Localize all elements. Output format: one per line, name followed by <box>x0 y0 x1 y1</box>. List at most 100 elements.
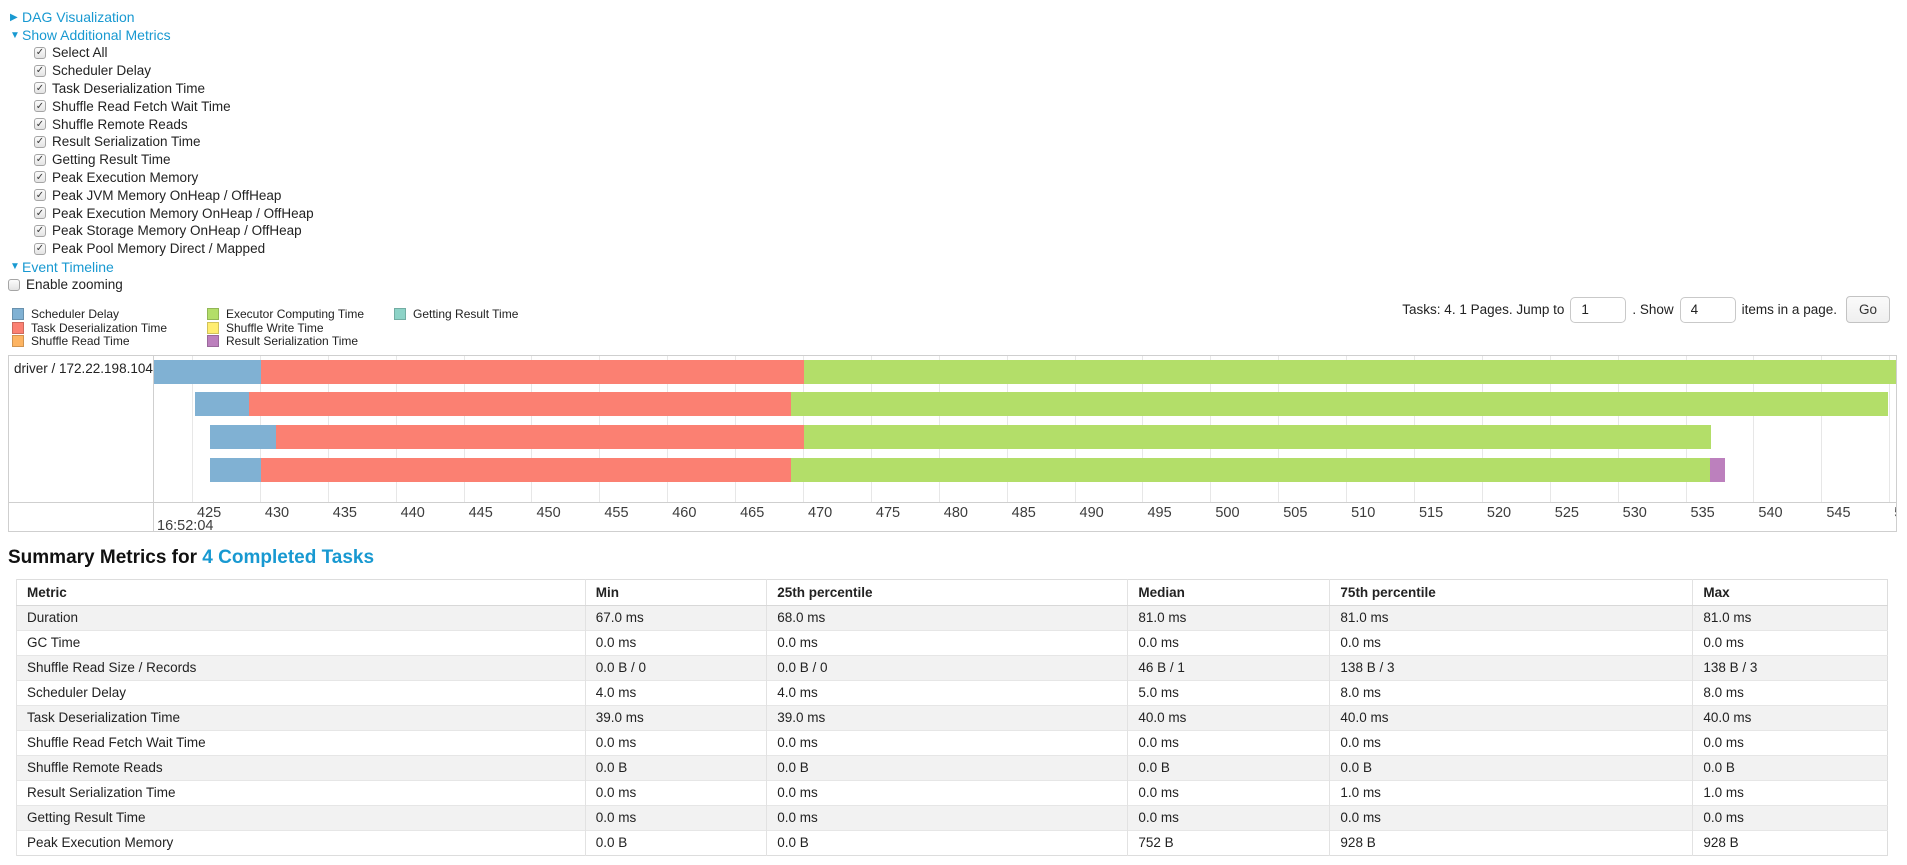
legend-swatch-icon <box>207 321 219 334</box>
metric-value-cell: 0.0 B <box>584 829 767 856</box>
dag-visualization-label: DAG Visualization <box>22 9 135 25</box>
task-bar-segment[interactable] <box>209 424 277 449</box>
show-additional-metrics-label: Show Additional Metrics <box>22 27 171 43</box>
task-bar-segment[interactable] <box>804 359 1896 384</box>
axis-tick-label: 495 <box>1147 504 1172 521</box>
axis-label-spacer <box>9 501 154 531</box>
metric-checkbox-row: ✓ Peak Storage Memory OnHeap / OffHeap <box>34 222 1897 240</box>
metric-checkbox[interactable]: ✓ <box>34 100 46 113</box>
metric-value-cell: 0.0 ms <box>1329 804 1693 831</box>
timeline-gridline <box>1753 355 1755 502</box>
metric-checkbox[interactable]: ✓ <box>34 82 46 95</box>
metric-value-cell: 1.0 ms <box>1329 779 1693 806</box>
legend-swatch-icon <box>207 335 219 348</box>
task-bar-segment[interactable] <box>261 359 805 384</box>
metric-value-cell: 8.0 ms <box>1692 679 1888 706</box>
executor-group-label: driver / 172.22.198.104 <box>9 355 154 502</box>
metric-value-cell: 0.0 B <box>584 754 767 781</box>
task-bar-segment[interactable] <box>790 457 1710 482</box>
metric-checkbox-label: Task Deserialization Time <box>52 80 206 96</box>
enable-zooming-checkbox[interactable] <box>8 278 20 291</box>
metric-value-cell: 0.0 ms <box>584 804 767 831</box>
legend-swatch-icon <box>12 321 24 334</box>
task-bar-segment[interactable] <box>249 392 791 417</box>
show-additional-metrics-toggle[interactable]: ▼ Show Additional Metrics <box>8 26 1897 44</box>
metric-name-cell: Shuffle Remote Reads <box>16 754 586 781</box>
task-bar-segment[interactable] <box>194 392 250 417</box>
legend-column: Executor Computing Time Shuffle Write Tim… <box>207 307 394 348</box>
metric-name-cell: Result Serialization Time <box>16 779 586 806</box>
task-pagination: Tasks: 4. 1 Pages. Jump to . Show items … <box>1402 296 1890 324</box>
task-bar-segment[interactable] <box>276 424 805 449</box>
items-per-page-input[interactable] <box>1679 296 1736 323</box>
metric-value-cell: 0.0 ms <box>1329 729 1693 756</box>
metric-value-cell: 928 B <box>1329 829 1693 856</box>
axis-tick-label: 545 <box>1826 504 1851 521</box>
metric-checkbox[interactable]: ✓ <box>34 135 46 148</box>
task-bar-segment[interactable] <box>261 457 791 482</box>
axis-tick-label: 460 <box>672 504 697 521</box>
metric-value-cell: 68.0 ms <box>766 604 1128 631</box>
task-bar-segment[interactable] <box>1709 457 1725 482</box>
metric-value-cell: 0.0 ms <box>1329 629 1693 656</box>
legend-swatch-icon <box>207 308 219 321</box>
table-body: Duration 67.0 ms 68.0 ms 81.0 ms 81.0 ms 81.0… <box>16 604 1888 856</box>
table-header-row: Metric Min 25th percentile Median 75th perce… <box>16 579 1888 606</box>
metric-checkbox-row: ✓ Scheduler Delay <box>34 62 1897 80</box>
pagination-mid-text: . Show <box>1632 302 1674 318</box>
completed-tasks-link[interactable]: 4 Completed Tasks <box>202 546 375 568</box>
metric-value-cell: 0.0 B <box>1329 754 1693 781</box>
metric-value-cell: 46 B / 1 <box>1127 654 1330 681</box>
metric-name-cell: GC Time <box>16 629 586 656</box>
legend-column: Getting Result Time <box>394 307 518 349</box>
metric-checkbox-label: Peak Pool Memory Direct / Mapped <box>52 241 266 257</box>
metric-checkbox[interactable]: ✓ <box>34 153 46 166</box>
dag-visualization-toggle[interactable]: ▶ DAG Visualization <box>8 8 1897 26</box>
table-row: Shuffle Read Size / Records 0.0 B / 0 0.0 … <box>16 654 1888 681</box>
legend-item: Task Deserialization Time <box>12 321 207 335</box>
metric-checkbox[interactable]: ✓ <box>34 242 46 255</box>
task-bar-segment[interactable] <box>209 457 262 482</box>
metric-value-cell: 0.0 ms <box>1692 729 1888 756</box>
metrics-checkbox-list: ✓ Select All ✓ Scheduler Delay ✓ Task Deseria… <box>34 44 1897 258</box>
metric-value-cell: 0.0 B / 0 <box>766 654 1128 681</box>
metric-checkbox[interactable]: ✓ <box>34 64 46 77</box>
metric-checkbox[interactable]: ✓ <box>34 189 46 202</box>
table-row: Task Deserialization Time 39.0 ms 39.0 ms 4… <box>16 704 1888 731</box>
table-header-cell: Metric <box>16 579 586 606</box>
metric-checkbox[interactable]: ✓ <box>34 118 46 131</box>
pagination-suffix-text: items in a page. <box>1741 302 1837 318</box>
timeline-legend: Scheduler Delay Task Deserialization Time… <box>12 307 1897 349</box>
metric-checkbox-row: ✓ Task Deserialization Time <box>34 80 1897 98</box>
metric-value-cell: 0.0 ms <box>584 729 767 756</box>
go-button[interactable]: Go <box>1845 296 1890 324</box>
metric-value-cell: 81.0 ms <box>1329 604 1693 631</box>
table-row: Shuffle Read Fetch Wait Time 0.0 ms 0.0 ms… <box>16 729 1888 756</box>
jump-to-page-input[interactable] <box>1570 296 1627 323</box>
task-bar-segment[interactable] <box>790 392 1888 417</box>
metric-checkbox-row: ✓ Peak JVM Memory OnHeap / OffHeap <box>34 186 1897 204</box>
axis-tick-label: 525 <box>1554 504 1579 521</box>
metric-value-cell: 39.0 ms <box>584 704 767 731</box>
metric-name-cell: Peak Execution Memory <box>16 829 586 856</box>
axis-tick-label: 535 <box>1690 504 1715 521</box>
pagination-prefix-text: Tasks: 4. 1 Pages. Jump to <box>1402 302 1565 318</box>
axis-tick-label: 500 <box>1215 504 1240 521</box>
metric-checkbox[interactable]: ✓ <box>34 171 46 184</box>
metric-checkbox[interactable]: ✓ <box>34 46 46 59</box>
metric-value-cell: 5.0 ms <box>1127 679 1330 706</box>
axis-tick-label: 475 <box>875 504 901 521</box>
metric-value-cell: 138 B / 3 <box>1692 654 1888 681</box>
axis-tick-label: 520 <box>1486 504 1512 521</box>
task-bar-segment[interactable] <box>154 359 262 384</box>
axis-tick-label: 490 <box>1079 504 1104 521</box>
metric-checkbox[interactable]: ✓ <box>34 224 46 237</box>
timeline-plot-area <box>154 355 1896 502</box>
axis-tick-label: 425 <box>197 504 222 521</box>
metric-checkbox-row: ✓ Shuffle Read Fetch Wait Time <box>34 97 1897 115</box>
event-timeline-toggle[interactable]: ▼ Event Timeline <box>8 258 1897 276</box>
task-bar-segment[interactable] <box>804 424 1712 449</box>
metric-checkbox[interactable]: ✓ <box>34 207 46 220</box>
metric-checkbox-label: Result Serialization Time <box>52 134 201 150</box>
metric-value-cell: 8.0 ms <box>1329 679 1693 706</box>
